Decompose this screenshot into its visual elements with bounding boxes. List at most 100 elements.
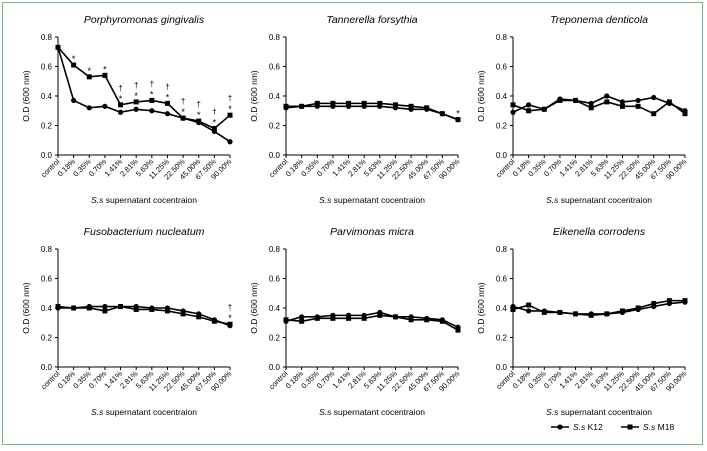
data-point-m18 (299, 318, 305, 324)
significance-star: * (197, 110, 201, 120)
x-axis-label-species: S.s (91, 407, 104, 417)
y-tick-label: 0.0 (269, 151, 281, 160)
data-point-m18 (346, 315, 352, 321)
data-point-k12 (588, 100, 594, 106)
y-tick-label: 0.2 (41, 334, 53, 343)
data-point-m18 (651, 301, 657, 307)
data-point-m18 (227, 321, 233, 327)
data-point-k12 (510, 109, 516, 115)
x-axis-label: S.s supernatant cocentraion (319, 407, 425, 417)
data-point-m18 (330, 315, 336, 321)
significance-dagger: † (212, 107, 216, 116)
y-axis-label: O.D (600 nm) (21, 70, 31, 122)
data-point-m18 (330, 100, 336, 106)
chart-6: Eikenella corrodens 0.0 0.2 0.4 0.6 0.8 O.D (6… (476, 226, 689, 417)
x-axis-label-text: supernatant cocentraion (331, 195, 425, 205)
significance-dagger: † (197, 100, 201, 109)
data-point-m18 (71, 305, 77, 311)
data-point-m18 (439, 111, 445, 117)
y-axis-label: O.D (600 nm) (21, 282, 31, 334)
chart-title: Treponema denticola (550, 14, 648, 26)
y-axis-label: O.D (600 nm) (249, 282, 259, 334)
x-axis-label-species: S.s (546, 195, 559, 205)
data-point-m18 (455, 327, 461, 333)
x-axis-label-text: supernatant cocentraion (331, 407, 425, 417)
legend-label: S.s M18 (643, 422, 674, 432)
data-point-m18 (377, 312, 383, 318)
data-point-m18 (424, 317, 430, 323)
data-point-m18 (180, 311, 186, 317)
y-axis-label: O.D (600 nm) (476, 70, 486, 122)
data-point-m18 (408, 317, 414, 323)
chart-1: Porphyromonas gingivalis 0.0 0.2 0.4 0.6 0.8 O… (21, 14, 234, 205)
data-point-m18 (573, 311, 579, 317)
legend-marker-circle (557, 424, 563, 430)
x-axis-label: S.s supernatant cocentraion (546, 407, 652, 417)
data-point-m18 (510, 306, 516, 312)
significance-dagger: † (165, 82, 169, 91)
data-point-m18 (118, 102, 124, 108)
data-point-m18 (619, 308, 625, 314)
data-point-m18 (408, 103, 414, 109)
data-point-m18 (619, 103, 625, 109)
data-point-m18 (299, 103, 305, 109)
data-point-k12 (102, 303, 108, 310)
y-tick-label: 0.4 (496, 92, 508, 101)
data-point-m18 (164, 100, 170, 106)
data-point-m18 (526, 108, 532, 114)
data-point-m18 (392, 314, 398, 320)
series-line-k12 (285, 311, 459, 328)
significance-star: * (213, 117, 217, 127)
series-line-m18 (512, 299, 685, 317)
data-point-k12 (604, 93, 610, 99)
y-tick-label: 0.0 (496, 363, 508, 372)
significance-dagger: † (228, 94, 232, 103)
series-line-m18 (286, 102, 459, 121)
data-point-m18 (439, 318, 445, 324)
chart-title: Parvimonas micra (330, 226, 414, 238)
x-axis-label: S.s supernatant cocentraion (319, 195, 425, 205)
data-point-m18 (510, 102, 516, 108)
chart-5: Parvimonas micra 0.0 0.2 0.4 0.6 0.8 O.D (600 … (249, 226, 462, 417)
data-point-m18 (666, 298, 672, 304)
data-point-k12 (227, 139, 233, 145)
data-point-m18 (361, 315, 367, 321)
data-point-m18 (377, 100, 383, 106)
y-tick-label: 0.4 (41, 92, 53, 101)
y-tick-label: 0.4 (269, 304, 281, 313)
y-tick-label: 0.0 (269, 363, 281, 372)
y-tick-label: 0.6 (41, 275, 53, 284)
y-tick-label: 0.8 (496, 33, 508, 42)
significance-star: * (228, 313, 232, 323)
x-axis-label: S.s supernatant cocentraion (546, 195, 652, 205)
y-tick-label: 0.4 (496, 304, 508, 313)
data-point-m18 (424, 105, 430, 111)
data-point-m18 (588, 312, 594, 318)
data-point-m18 (682, 111, 688, 117)
x-axis-label-text: supernatant cocentraion (103, 407, 197, 417)
data-point-m18 (55, 304, 61, 310)
data-point-k12 (526, 308, 532, 314)
y-tick-label: 0.4 (41, 304, 53, 313)
x-axis-label: S.s supernatant cocentraion (91, 407, 197, 417)
data-point-k12 (117, 109, 124, 115)
data-point-m18 (573, 97, 579, 103)
data-point-m18 (346, 100, 352, 106)
data-point-m18 (666, 99, 672, 105)
chart-4: Fusobacterium nucleatum 0.0 0.2 0.4 0.6 0.8 O.… (21, 226, 234, 417)
data-point-m18 (283, 317, 289, 323)
data-point-m18 (133, 306, 139, 312)
data-point-k12 (102, 103, 108, 109)
data-point-m18 (283, 103, 289, 109)
significance-star: * (134, 91, 138, 101)
legend-label-strain: M18 (655, 422, 674, 432)
data-point-m18 (455, 117, 461, 123)
data-point-m18 (133, 99, 139, 105)
y-tick-label: 0.2 (269, 122, 281, 131)
data-point-m18 (196, 314, 202, 320)
series-line-k12 (58, 305, 231, 327)
y-tick-label: 0.0 (496, 151, 508, 160)
series-line-k12 (512, 95, 686, 113)
data-point-m18 (635, 305, 641, 311)
legend-marker-square (627, 424, 633, 430)
